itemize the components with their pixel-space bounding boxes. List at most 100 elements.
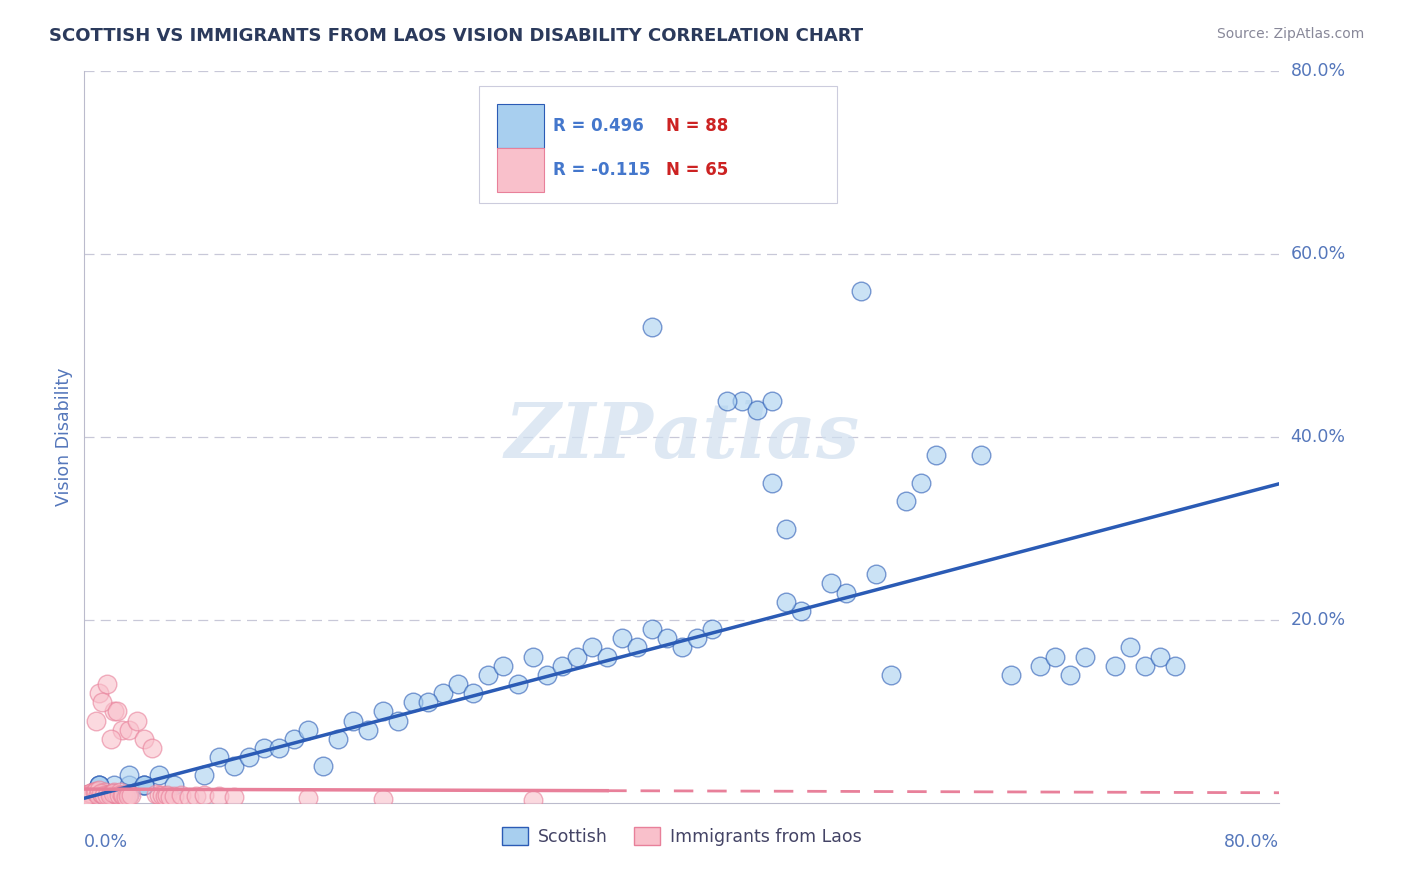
Point xyxy=(115,790,138,805)
Point xyxy=(75,789,97,804)
Point xyxy=(835,585,858,599)
Point xyxy=(83,785,105,799)
Point xyxy=(79,787,101,801)
Text: 40.0%: 40.0% xyxy=(1291,428,1346,446)
Point xyxy=(120,789,142,803)
Point xyxy=(118,778,141,792)
Point xyxy=(492,658,515,673)
Point xyxy=(118,768,141,782)
Point xyxy=(103,787,125,801)
Point xyxy=(1059,667,1081,681)
Point xyxy=(75,789,97,804)
Point xyxy=(894,494,917,508)
Point xyxy=(402,695,425,709)
Point xyxy=(79,788,101,802)
Point xyxy=(163,789,186,804)
Point xyxy=(96,788,118,802)
Point xyxy=(150,788,173,802)
Text: N = 88: N = 88 xyxy=(666,117,728,136)
FancyBboxPatch shape xyxy=(496,104,544,148)
Point xyxy=(77,789,100,803)
Point xyxy=(145,787,167,801)
Point xyxy=(77,790,100,805)
Point xyxy=(186,789,208,804)
Point xyxy=(655,632,678,646)
Text: 80.0%: 80.0% xyxy=(1225,833,1279,851)
Point xyxy=(612,632,634,646)
Point xyxy=(1164,658,1187,673)
Point xyxy=(87,788,110,802)
Text: R = -0.115: R = -0.115 xyxy=(553,161,650,179)
Point xyxy=(89,778,111,792)
Point xyxy=(75,792,97,806)
Point xyxy=(671,640,693,655)
Point xyxy=(775,521,797,535)
Point xyxy=(77,787,100,801)
Point xyxy=(76,788,98,802)
Point xyxy=(447,677,470,691)
Point xyxy=(75,790,97,805)
Point xyxy=(89,783,111,797)
Point xyxy=(103,787,125,801)
Point xyxy=(75,791,97,805)
Point xyxy=(267,740,290,755)
Point xyxy=(461,686,484,700)
Point xyxy=(925,448,948,462)
Point xyxy=(641,622,664,636)
Text: ZIP​atlas: ZIP​atlas xyxy=(505,401,859,474)
Point xyxy=(132,778,156,792)
Point xyxy=(89,787,111,801)
Text: 0.0%: 0.0% xyxy=(84,833,128,851)
Point xyxy=(1133,658,1156,673)
Point xyxy=(208,750,231,764)
Point xyxy=(522,793,544,807)
Point xyxy=(80,788,103,802)
Point xyxy=(745,402,768,417)
Point xyxy=(118,788,141,802)
Point xyxy=(79,786,101,800)
Point xyxy=(76,789,98,803)
Point xyxy=(75,791,97,805)
Y-axis label: Vision Disability: Vision Disability xyxy=(55,368,73,507)
Point xyxy=(91,787,114,801)
Point xyxy=(148,789,170,803)
Point xyxy=(761,475,783,490)
Point xyxy=(153,789,176,804)
Point xyxy=(342,714,364,728)
Point xyxy=(86,714,108,728)
Point xyxy=(387,714,409,728)
Point xyxy=(89,778,111,792)
Point xyxy=(76,789,98,803)
Point xyxy=(1074,649,1097,664)
Point xyxy=(686,632,709,646)
Point xyxy=(114,789,136,804)
Point xyxy=(522,649,544,664)
Point xyxy=(163,778,186,792)
Point xyxy=(76,789,98,803)
Text: N = 65: N = 65 xyxy=(666,161,728,179)
Point xyxy=(775,594,797,608)
FancyBboxPatch shape xyxy=(496,148,544,192)
Point xyxy=(112,789,135,803)
Point xyxy=(98,789,121,803)
Point xyxy=(1119,640,1142,655)
Point xyxy=(1045,649,1067,664)
Point xyxy=(159,790,181,805)
Point xyxy=(567,649,589,664)
Point xyxy=(89,778,111,792)
Point xyxy=(118,723,141,737)
Point xyxy=(551,658,574,673)
Point xyxy=(193,768,215,782)
Point xyxy=(132,731,156,746)
Text: 60.0%: 60.0% xyxy=(1291,245,1346,263)
Point xyxy=(103,705,125,719)
Point xyxy=(103,785,125,799)
Point xyxy=(100,731,122,746)
Point xyxy=(86,784,108,798)
Point xyxy=(118,787,141,801)
Point xyxy=(238,750,260,764)
Point xyxy=(141,740,163,755)
Point xyxy=(89,686,111,700)
Point xyxy=(107,789,129,803)
Point xyxy=(132,778,156,792)
